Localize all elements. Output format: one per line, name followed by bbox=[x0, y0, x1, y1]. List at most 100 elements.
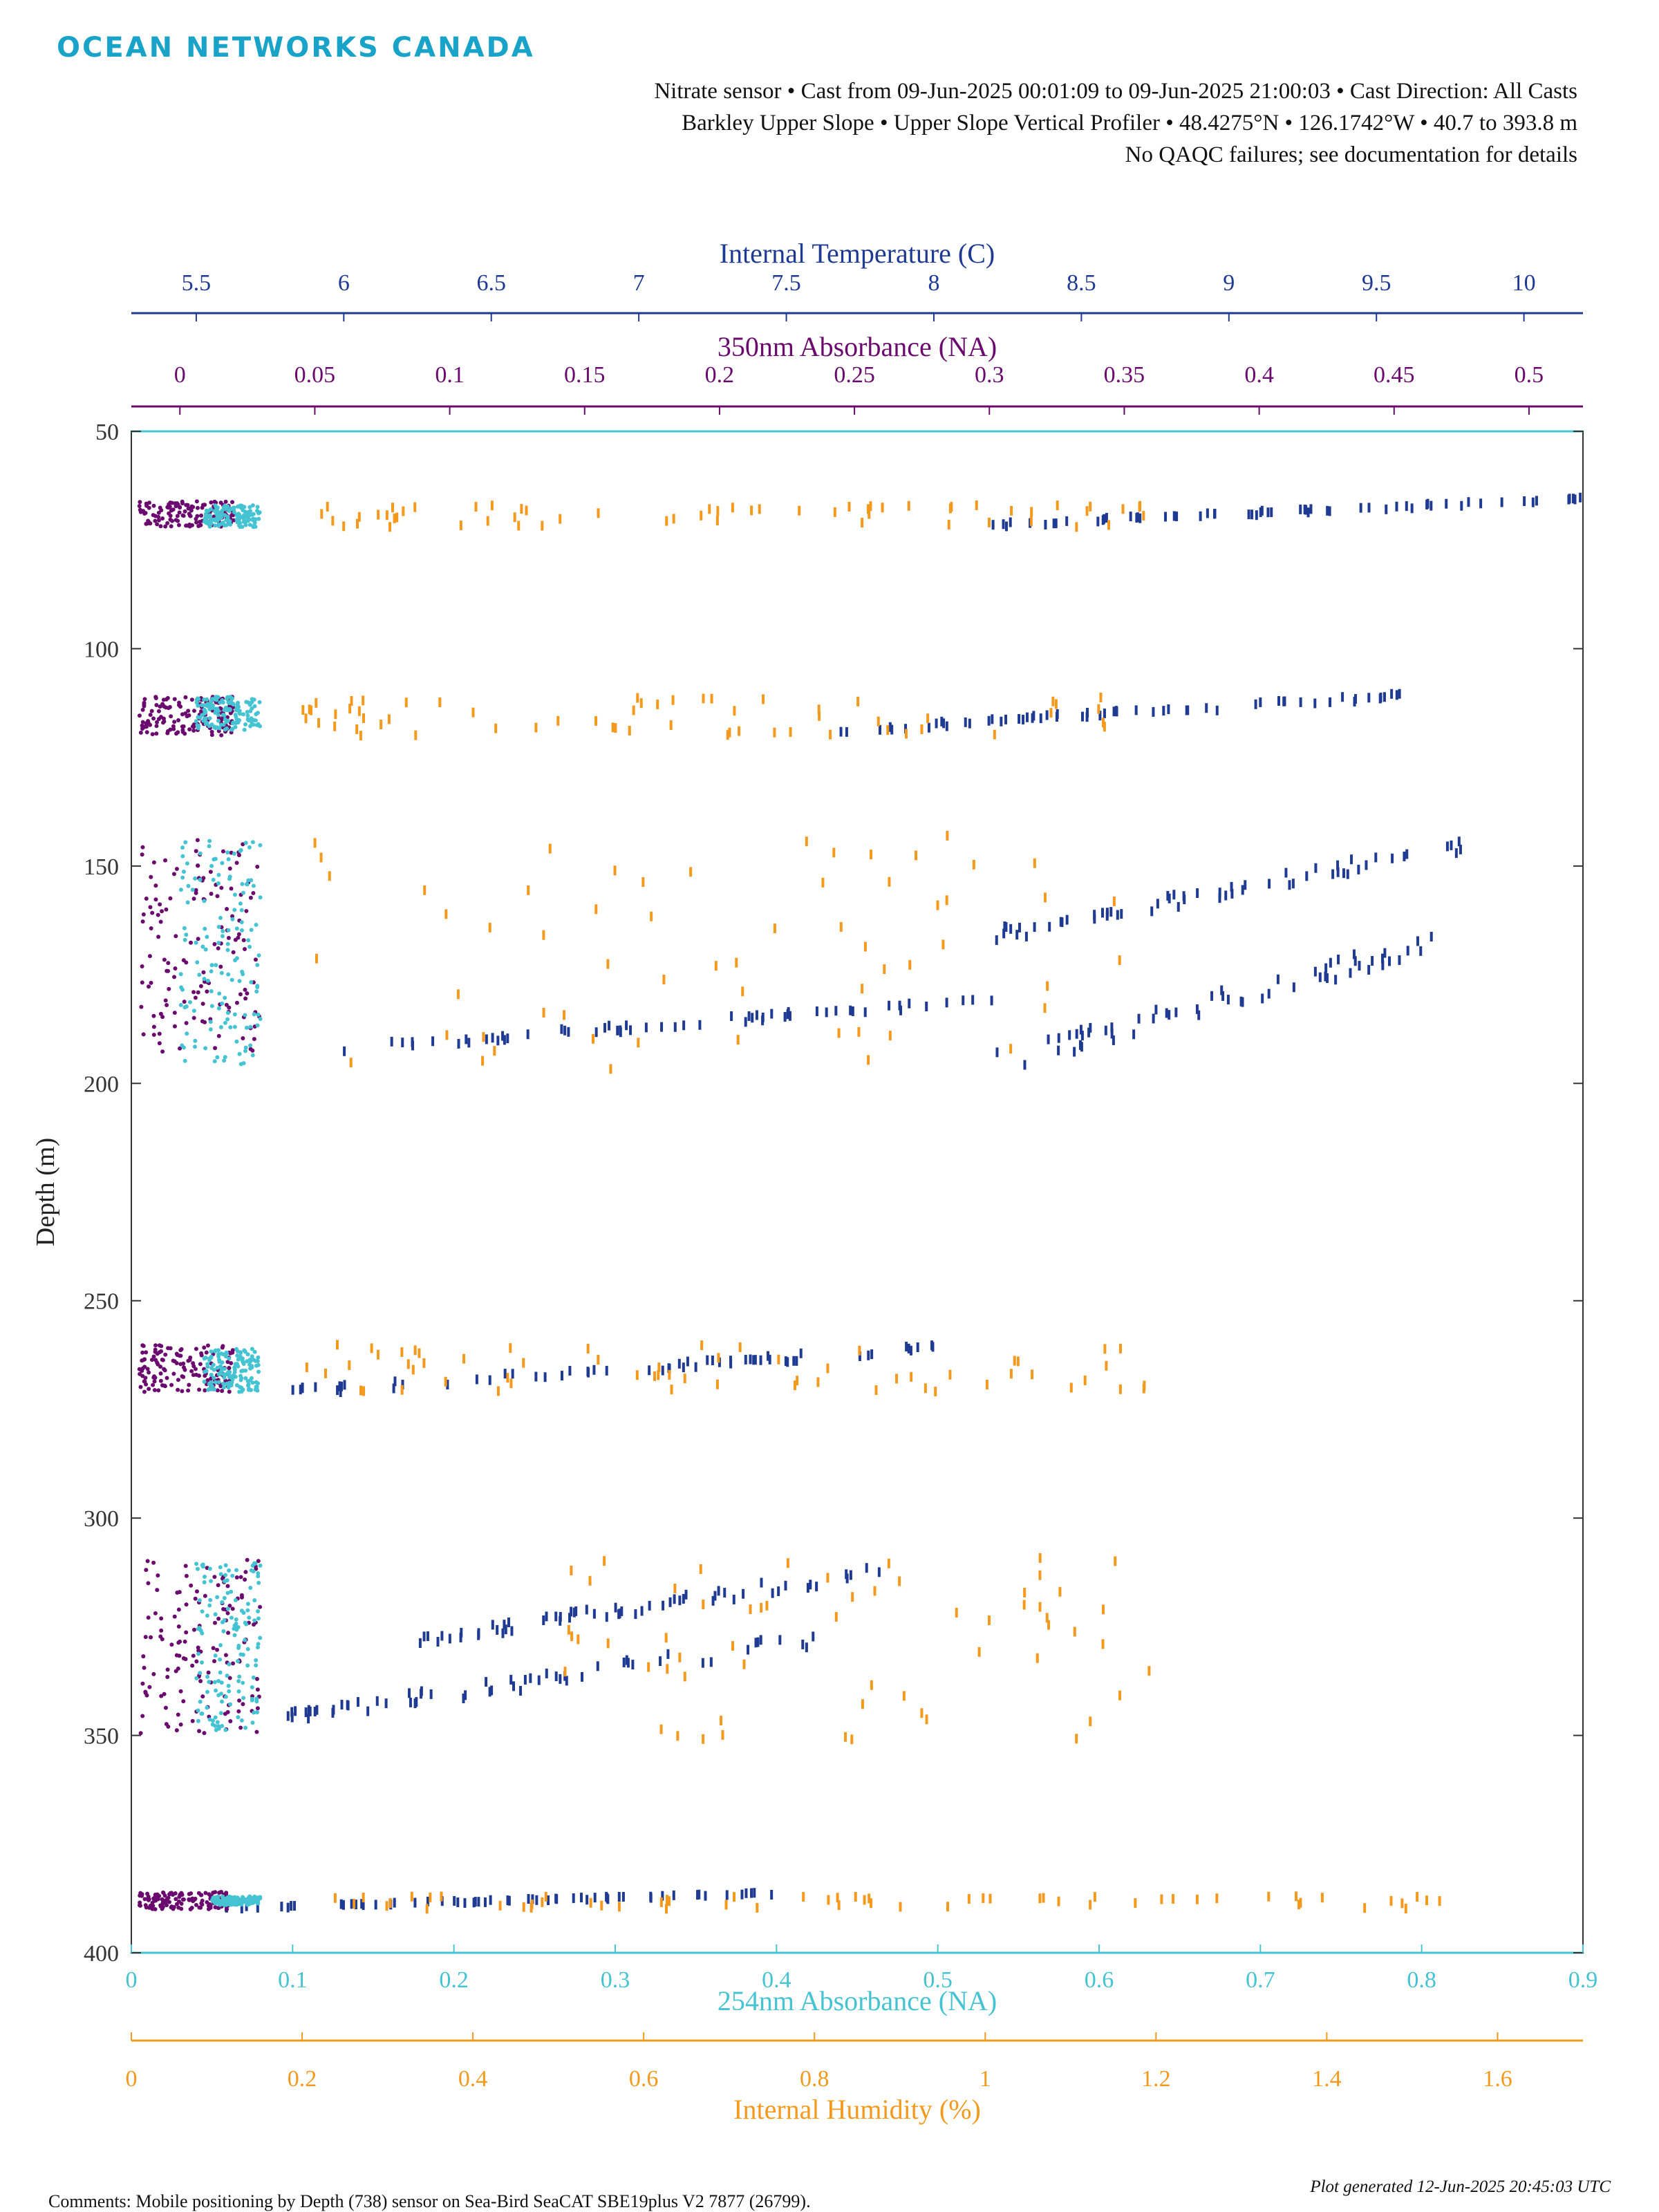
data-point bbox=[258, 1563, 263, 1568]
data-point bbox=[221, 1606, 226, 1611]
data-point bbox=[212, 941, 217, 946]
data-point bbox=[225, 1591, 230, 1595]
data-point bbox=[213, 1890, 218, 1895]
data-point bbox=[483, 1897, 487, 1907]
data-point bbox=[1150, 906, 1154, 917]
data-point bbox=[1226, 995, 1230, 1005]
data-point bbox=[350, 1899, 353, 1909]
data-point bbox=[863, 941, 867, 952]
data-point bbox=[191, 728, 196, 733]
data-point bbox=[749, 1604, 752, 1615]
data-point bbox=[187, 1897, 191, 1902]
data-point bbox=[140, 1681, 145, 1686]
data-point bbox=[197, 973, 202, 977]
data-point bbox=[174, 1897, 178, 1902]
data-point bbox=[227, 701, 232, 706]
data-point bbox=[678, 1595, 682, 1606]
data-point bbox=[238, 1652, 243, 1657]
data-point bbox=[153, 1343, 158, 1348]
data-point bbox=[242, 1348, 247, 1353]
data-point bbox=[216, 1678, 221, 1683]
data-point bbox=[145, 1367, 150, 1371]
data-point bbox=[220, 1001, 225, 1006]
data-point bbox=[249, 980, 254, 984]
data-point bbox=[319, 852, 323, 863]
data-point bbox=[208, 870, 213, 874]
data-point bbox=[1038, 1570, 1042, 1580]
data-point bbox=[721, 1730, 724, 1740]
series-abs254 bbox=[178, 503, 263, 1907]
plot-generated-note: Plot generated 12-Jun-2025 20:45:03 UTC bbox=[1310, 2177, 1611, 2196]
data-point bbox=[210, 1722, 215, 1727]
data-point bbox=[181, 1897, 186, 1902]
data-point bbox=[205, 1689, 210, 1694]
data-point bbox=[596, 1661, 599, 1671]
data-point bbox=[185, 1031, 189, 1036]
data-point bbox=[193, 1038, 198, 1043]
data-point bbox=[1341, 692, 1344, 702]
cluster-abs254 bbox=[178, 838, 263, 1067]
data-point bbox=[784, 1356, 787, 1367]
data-point bbox=[196, 1708, 200, 1713]
data-point bbox=[150, 732, 155, 737]
data-point bbox=[290, 1712, 294, 1723]
data-point bbox=[226, 1683, 231, 1688]
data-point bbox=[243, 1577, 247, 1582]
data-point bbox=[234, 1617, 238, 1622]
data-point bbox=[198, 1699, 203, 1704]
data-point bbox=[1046, 981, 1049, 991]
data-point bbox=[1168, 1010, 1171, 1020]
data-point bbox=[213, 1380, 218, 1385]
data-point bbox=[200, 1631, 205, 1635]
data-point bbox=[247, 505, 252, 509]
data-point bbox=[501, 1031, 505, 1041]
data-point bbox=[143, 1376, 148, 1380]
data-point bbox=[241, 1036, 245, 1041]
data-point bbox=[209, 1349, 214, 1354]
data-point bbox=[541, 1897, 544, 1907]
data-point bbox=[512, 1681, 515, 1691]
data-point bbox=[151, 1382, 156, 1387]
data-point bbox=[672, 1890, 675, 1900]
data-point bbox=[391, 503, 395, 513]
data-point bbox=[1112, 1035, 1115, 1045]
data-point bbox=[211, 1646, 216, 1651]
data-point bbox=[1054, 518, 1058, 529]
data-point bbox=[195, 1566, 200, 1571]
data-point bbox=[409, 1697, 412, 1707]
data-point bbox=[1282, 696, 1286, 706]
data-point bbox=[660, 1022, 664, 1032]
data-point bbox=[1305, 871, 1309, 881]
data-point bbox=[390, 1036, 393, 1047]
data-point bbox=[503, 1620, 506, 1630]
data-point bbox=[156, 1362, 160, 1367]
data-point bbox=[324, 1368, 327, 1378]
data-point bbox=[496, 1035, 500, 1046]
data-point bbox=[1033, 922, 1036, 932]
data-point bbox=[379, 720, 383, 730]
data-point bbox=[160, 1357, 165, 1362]
data-point bbox=[225, 1360, 230, 1365]
data-point bbox=[231, 1661, 236, 1666]
data-point bbox=[243, 841, 248, 845]
data-point bbox=[216, 1724, 221, 1729]
data-point bbox=[503, 1035, 506, 1045]
data-point bbox=[787, 1006, 790, 1017]
data-point bbox=[462, 1693, 465, 1703]
data-point bbox=[401, 1380, 404, 1390]
data-point bbox=[995, 1047, 999, 1058]
data-point bbox=[554, 1671, 558, 1682]
data-point bbox=[393, 1897, 396, 1908]
data-point bbox=[669, 720, 673, 731]
data-point bbox=[220, 1723, 225, 1728]
data-point bbox=[878, 724, 881, 735]
y-tick-label: 350 bbox=[84, 1724, 119, 1750]
cluster-temperature bbox=[291, 1340, 935, 1397]
data-point bbox=[756, 1637, 760, 1647]
data-point bbox=[249, 928, 254, 932]
data-point bbox=[225, 948, 230, 953]
data-point bbox=[665, 516, 668, 526]
data-point bbox=[463, 1897, 467, 1908]
